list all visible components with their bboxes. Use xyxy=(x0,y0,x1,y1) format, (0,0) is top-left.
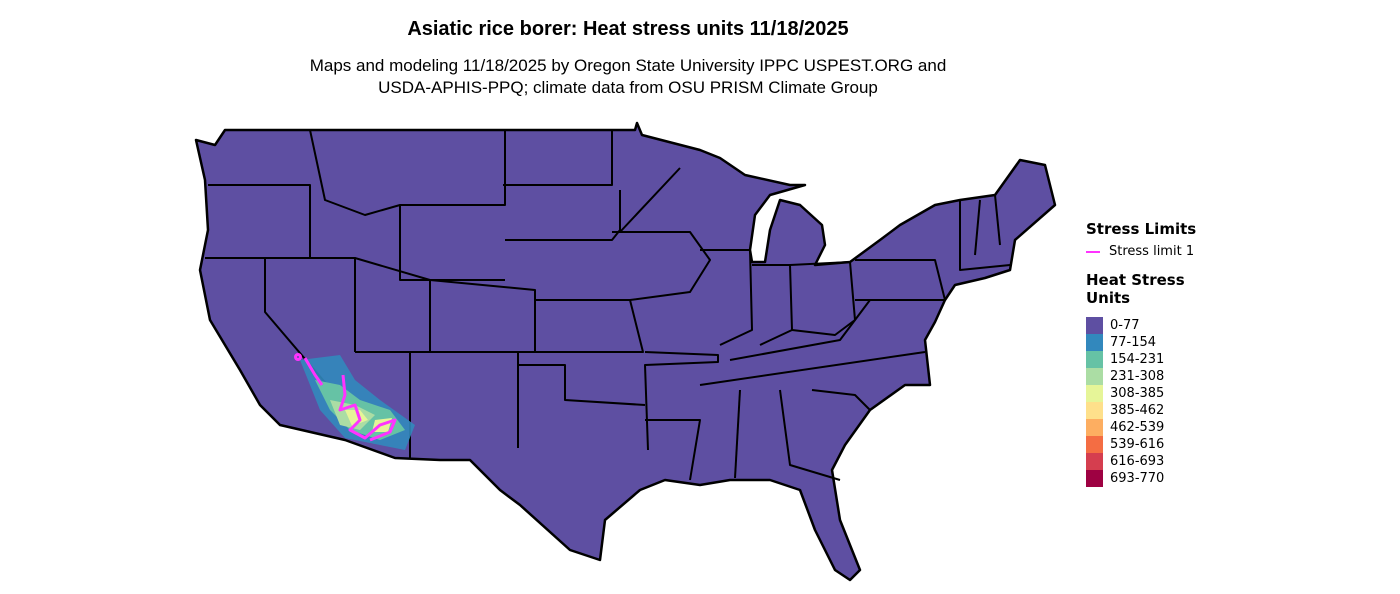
legend-bin: 693-770 xyxy=(1086,470,1196,487)
legend-swatch xyxy=(1086,436,1103,453)
heat-stress-units-title: Heat Stress Units xyxy=(1086,271,1196,307)
legend-bin-label: 539-616 xyxy=(1110,437,1165,452)
legend-bin-label: 0-77 xyxy=(1110,318,1140,333)
legend-bin-label: 231-308 xyxy=(1110,369,1165,384)
legend-swatch xyxy=(1086,453,1103,470)
legend-bin-label: 77-154 xyxy=(1110,335,1157,350)
legend-swatch xyxy=(1086,419,1103,436)
map-title: Asiatic rice borer: Heat stress units 11… xyxy=(407,18,849,40)
legend: Stress Limits Stress limit 1 Heat Stress… xyxy=(1086,220,1196,487)
units-title-line-2: Units xyxy=(1086,289,1131,307)
legend-bin-label: 385-462 xyxy=(1110,403,1165,418)
legend-bin-label: 462-539 xyxy=(1110,420,1165,435)
legend-bin: 77-154 xyxy=(1086,334,1196,351)
legend-bin-label: 308-385 xyxy=(1110,386,1165,401)
subtitle-line-1: Maps and modeling 11/18/2025 by Oregon S… xyxy=(309,56,947,75)
legend-swatch xyxy=(1086,368,1103,385)
legend-bin-label: 616-693 xyxy=(1110,454,1165,469)
legend-swatch xyxy=(1086,470,1103,487)
legend-swatch xyxy=(1086,385,1103,402)
subtitle-line-2: USDA-APHIS-PPQ; climate data from OSU PR… xyxy=(378,78,878,97)
legend-swatch xyxy=(1086,334,1103,351)
legend-swatch xyxy=(1086,402,1103,419)
stress-limit-1-contours xyxy=(294,353,397,442)
legend-bin-label: 693-770 xyxy=(1110,471,1165,486)
stress-limit-entry: Stress limit 1 xyxy=(1086,244,1196,259)
legend-bin: 616-693 xyxy=(1086,453,1196,470)
stress-limit-label: Stress limit 1 xyxy=(1109,244,1195,259)
legend-bin: 539-616 xyxy=(1086,436,1196,453)
stress-limits-title: Stress Limits xyxy=(1086,220,1197,238)
legend-bin-label: 154-231 xyxy=(1110,352,1165,367)
legend-bin: 462-539 xyxy=(1086,419,1196,436)
stress-limit-line-swatch xyxy=(1086,250,1100,253)
units-title-line-1: Heat Stress xyxy=(1086,271,1185,289)
map-subtitle: Maps and modeling 11/18/2025 by Oregon S… xyxy=(0,55,1256,99)
legend-bin: 0-77 xyxy=(1086,317,1196,334)
legend-bins: 0-77 77-154 154-231 231-308 308-385 385-462 46… xyxy=(1086,317,1196,487)
legend-bin: 154-231 xyxy=(1086,351,1196,368)
legend-bin: 308-385 xyxy=(1086,385,1196,402)
legend-bin: 231-308 xyxy=(1086,368,1196,385)
legend-swatch xyxy=(1086,351,1103,368)
legend-bin: 385-462 xyxy=(1086,402,1196,419)
legend-swatch xyxy=(1086,317,1103,334)
